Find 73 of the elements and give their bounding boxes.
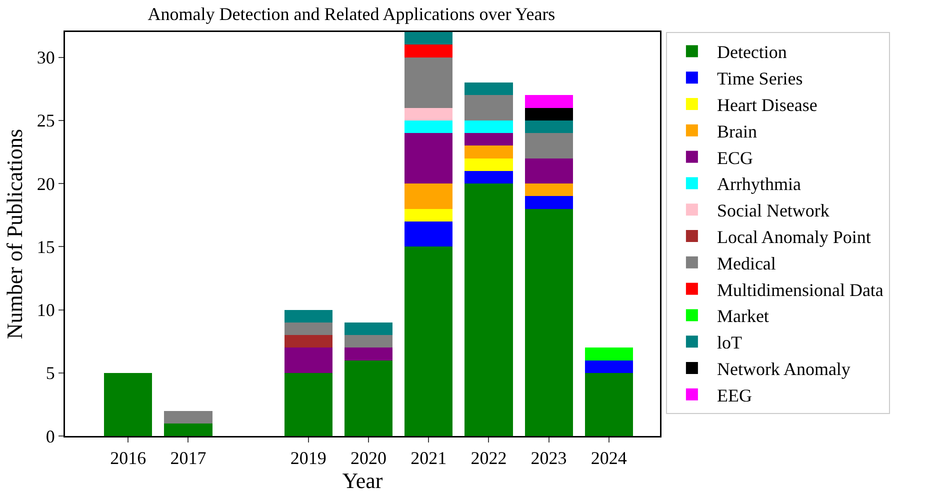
- bar: [524, 196, 573, 209]
- legend-label: Brain: [716, 121, 757, 142]
- bar: [464, 133, 513, 146]
- x-tick-label: 2024: [590, 448, 627, 468]
- bar: [404, 108, 453, 120]
- x-tick-label: 2016: [110, 448, 146, 468]
- y-tick-label: 10: [36, 300, 55, 320]
- x-axis-title: Year: [342, 468, 384, 494]
- bar: [284, 310, 332, 322]
- bar: [464, 146, 513, 158]
- y-tick-label: 5: [46, 363, 55, 384]
- bar: [164, 423, 212, 436]
- bar: [404, 208, 453, 222]
- x-tick-label: 2020: [350, 448, 387, 468]
- x-tick-label: 2023: [530, 448, 567, 468]
- legend-label: Multidimensional Data: [716, 280, 884, 300]
- bar: [284, 322, 332, 335]
- legend-label: Arrhythmia: [716, 174, 801, 194]
- legend-label: ECG: [716, 148, 753, 168]
- bar: [524, 133, 573, 158]
- y-tick-label: 15: [36, 236, 55, 257]
- bar: [584, 372, 633, 436]
- bar: [164, 410, 212, 424]
- x-tick-label: 2021: [410, 448, 447, 468]
- bar: [464, 95, 513, 120]
- bar: [584, 348, 633, 360]
- legend-label: Network Anomaly: [716, 359, 850, 380]
- bar: [404, 32, 453, 45]
- y-tick-label: 30: [36, 48, 55, 68]
- bar: [344, 335, 393, 348]
- bar: [404, 44, 453, 58]
- bar: [344, 322, 393, 335]
- bar: [524, 208, 573, 436]
- bar: [284, 335, 332, 348]
- bar: [344, 348, 393, 360]
- bar: [464, 184, 513, 436]
- legend-label: Heart Disease: [716, 95, 818, 116]
- bar: [524, 120, 573, 133]
- legend-label: Local Anomaly Point: [716, 227, 871, 248]
- bar: [284, 348, 332, 373]
- legend-label: Time Series: [716, 68, 803, 89]
- bar: [404, 120, 453, 133]
- bar: [524, 108, 573, 120]
- legend-label: Market: [716, 306, 769, 326]
- legend-label: Detection: [716, 42, 787, 62]
- y-tick-label: 25: [36, 110, 55, 131]
- bar: [464, 170, 513, 184]
- bar: [404, 246, 453, 436]
- x-tick-label: 2019: [290, 448, 326, 468]
- legend-label: Medical: [716, 253, 776, 274]
- bar: [524, 184, 573, 196]
- bar: [344, 360, 393, 436]
- legend-label: EEG: [716, 385, 752, 406]
- bar: [404, 184, 453, 209]
- x-tick-label: 2017: [170, 448, 206, 468]
- bar: [464, 158, 513, 171]
- bar: [464, 82, 513, 96]
- bar: [524, 158, 573, 184]
- legend-label: Social Network: [716, 200, 830, 221]
- bar: [284, 372, 332, 436]
- bar: [584, 360, 633, 373]
- bar: [464, 120, 513, 133]
- bar: [404, 57, 453, 108]
- legend-label: loT: [716, 332, 742, 353]
- x-tick-label: 2022: [470, 448, 507, 468]
- bar: [524, 95, 573, 108]
- bar: [404, 221, 453, 247]
- chart-title: Anomaly Detection and Related Applications over Years: [148, 4, 556, 24]
- y-axis-title: Number of Publications: [2, 128, 27, 340]
- y-tick-label: 0: [46, 426, 55, 446]
- y-tick-label: 20: [36, 174, 55, 194]
- bar: [404, 133, 453, 184]
- bar: [104, 372, 152, 436]
